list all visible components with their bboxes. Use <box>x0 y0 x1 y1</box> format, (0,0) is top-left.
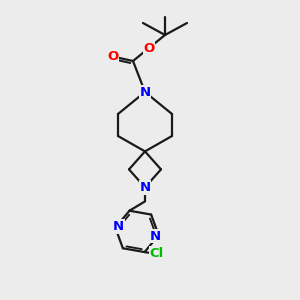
Text: N: N <box>150 230 161 243</box>
Text: O: O <box>143 41 155 55</box>
Text: N: N <box>113 220 124 233</box>
Text: N: N <box>140 181 151 194</box>
Text: Cl: Cl <box>149 247 164 260</box>
Text: N: N <box>140 85 151 98</box>
Text: O: O <box>107 50 118 62</box>
